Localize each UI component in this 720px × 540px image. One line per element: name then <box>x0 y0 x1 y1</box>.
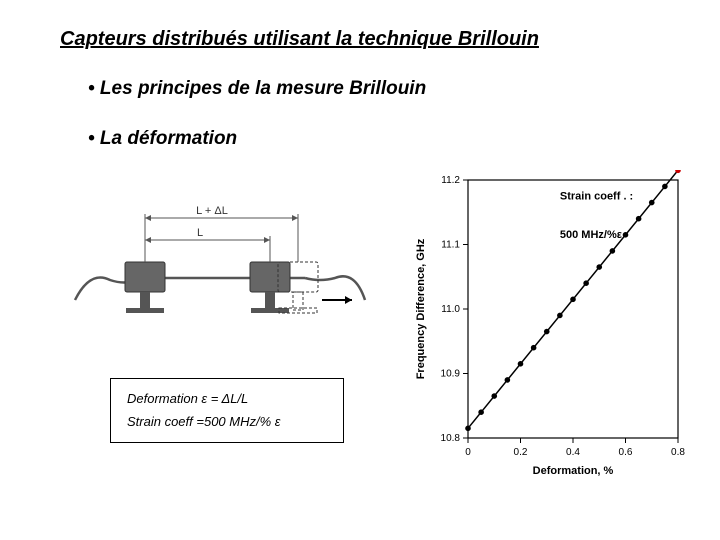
bullet-principles: • Les principes de la mesure Brillouin <box>88 78 426 100</box>
strain-diagram: L + ΔL L <box>70 200 370 330</box>
svg-text:10.9: 10.9 <box>441 369 461 380</box>
svg-text:0.6: 0.6 <box>619 447 633 458</box>
svg-text:500 MHz/%ε: 500 MHz/%ε <box>560 229 623 241</box>
svg-text:11.1: 11.1 <box>441 240 460 251</box>
svg-text:11.0: 11.0 <box>441 304 460 315</box>
svg-text:Frequency Difference, GHz: Frequency Difference, GHz <box>415 238 427 379</box>
bullet-deformation: • La déformation <box>88 128 237 150</box>
svg-text:Strain coeff . :: Strain coeff . : <box>560 190 633 202</box>
svg-text:11.2: 11.2 <box>441 175 460 186</box>
svg-text:10.8: 10.8 <box>441 433 461 444</box>
svg-text:0.8: 0.8 <box>671 447 685 458</box>
formula-box: Deformation ε = ΔL/L Strain coeff =500 M… <box>110 378 344 443</box>
dim-label-top: L + ΔL <box>196 205 228 217</box>
strain-chart: 0 0.2 0.4 0.6 0.8 10.8 10.9 11.0 11.1 11.2 Deforma… <box>410 170 690 480</box>
formula-line1: Deformation ε = ΔL/L <box>127 387 327 410</box>
svg-text:0.4: 0.4 <box>566 447 580 458</box>
dim-label-mid: L <box>197 227 203 239</box>
svg-text:Deformation, %: Deformation, % <box>533 465 614 477</box>
svg-text:0.2: 0.2 <box>514 447 528 458</box>
page-title: Capteurs distribués utilisant la techniq… <box>60 28 539 51</box>
svg-text:0: 0 <box>465 447 471 458</box>
formula-line2: Strain coeff =500 MHz/% ε <box>127 410 327 433</box>
